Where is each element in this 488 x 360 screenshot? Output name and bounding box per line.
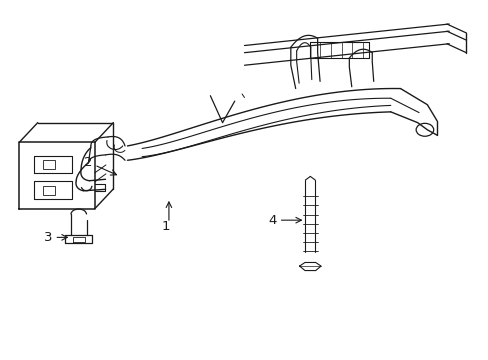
Bar bbox=[42, 186, 55, 195]
Text: 2: 2 bbox=[84, 156, 93, 168]
Text: 3: 3 bbox=[44, 231, 53, 244]
Bar bbox=[42, 160, 55, 169]
Text: 4: 4 bbox=[267, 214, 276, 227]
Text: 1: 1 bbox=[161, 220, 169, 233]
